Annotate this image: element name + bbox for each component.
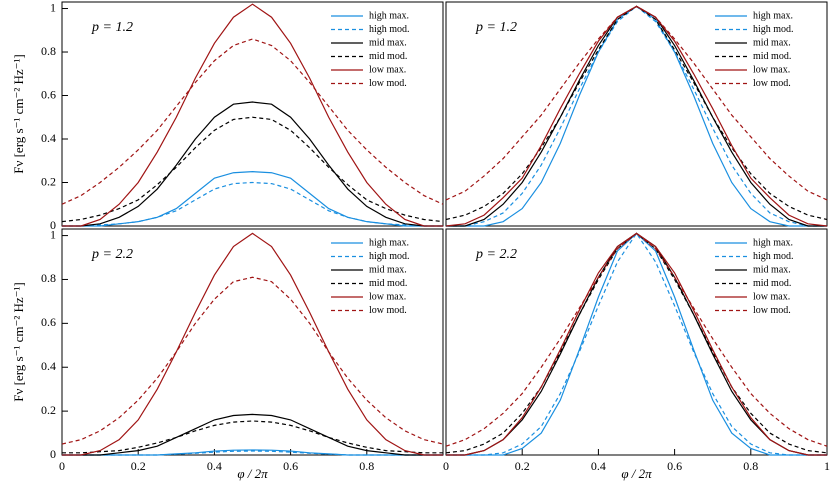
series-line (62, 450, 443, 456)
legend-label: low mod. (369, 78, 407, 89)
legend-label: high max. (753, 237, 793, 248)
panel-annotation: p = 2.2 (91, 247, 133, 262)
legend-label: high mod. (753, 251, 794, 262)
series-line (62, 413, 443, 456)
series-line (446, 232, 827, 456)
legend-label: high max. (369, 237, 409, 248)
legend-label: mid max. (369, 264, 407, 275)
y-tick-label: 1 (50, 227, 56, 241)
series-line (61, 276, 444, 445)
y-axis-label: Fν [erg s⁻¹ cm⁻² Hz⁻¹] (11, 282, 26, 402)
series-line (62, 420, 443, 454)
x-tick-label: 0.6 (283, 459, 298, 473)
legend-label: low max. (753, 291, 790, 302)
x-tick-label: 0.4 (207, 459, 222, 473)
y-tick-label: 0 (50, 218, 56, 232)
panel-annotation: p = 1.2 (475, 20, 517, 35)
series-line (61, 38, 444, 205)
y-tick-label: 0.8 (41, 44, 56, 58)
legend-label: mid mod. (753, 278, 791, 289)
series-line (446, 5, 827, 227)
x-tick-label: 0.8 (743, 459, 758, 473)
series-line (62, 232, 443, 456)
plot-frame (61, 228, 444, 456)
legend-label: mid mod. (369, 51, 407, 62)
legend-label: high mod. (369, 24, 410, 35)
series-line (445, 5, 828, 201)
panel-annotation: p = 1.2 (91, 20, 133, 35)
legend-label: high max. (753, 10, 793, 21)
series-line (61, 116, 444, 223)
legend-label: low max. (753, 64, 790, 75)
y-tick-label: 0 (50, 447, 56, 461)
legend-label: low max. (369, 64, 406, 75)
legend-label: low mod. (753, 78, 791, 89)
plot-frame (61, 1, 444, 227)
series-line (62, 101, 443, 227)
x-tick-label: 0.2 (515, 459, 530, 473)
y-tick-label: 0.2 (41, 403, 56, 417)
legend-label: low mod. (753, 305, 791, 316)
x-tick-label: 1 (824, 459, 830, 473)
y-tick-label: 0.4 (41, 131, 56, 145)
plot-frame (445, 1, 828, 227)
legend-label: mid max. (753, 37, 791, 48)
legend-label: low max. (369, 291, 406, 302)
x-tick-label: 0.4 (591, 459, 606, 473)
legend-label: high max. (369, 10, 409, 21)
panel-annotation: p = 2.2 (475, 247, 517, 262)
y-tick-label: 0.6 (41, 315, 56, 329)
x-tick-label: 0.8 (359, 459, 374, 473)
x-axis-label: φ / 2π (237, 466, 268, 481)
x-axis-label: φ / 2π (621, 466, 652, 481)
legend-label: mid mod. (369, 278, 407, 289)
legend-label: low mod. (369, 305, 407, 316)
series-line (62, 181, 443, 227)
x-tick-label: 0 (59, 459, 65, 473)
x-tick-label: 0.6 (667, 459, 682, 473)
plot-frame (445, 228, 828, 456)
y-tick-label: 0.2 (41, 174, 56, 188)
x-tick-label: 0.2 (131, 459, 146, 473)
series-line (446, 232, 827, 456)
y-axis-label: Fν [erg s⁻¹ cm⁻² Hz⁻¹] (11, 54, 26, 174)
legend-label: mid max. (369, 37, 407, 48)
legend-label: high mod. (753, 24, 794, 35)
y-tick-label: 0.4 (41, 359, 56, 373)
y-tick-label: 0.6 (41, 87, 56, 101)
series-line (62, 3, 443, 227)
legend-label: mid mod. (753, 51, 791, 62)
y-tick-label: 1 (50, 0, 56, 14)
y-tick-label: 0.8 (41, 271, 56, 285)
legend-label: mid max. (753, 264, 791, 275)
legend-label: high mod. (369, 251, 410, 262)
x-tick-label: 0 (443, 459, 449, 473)
